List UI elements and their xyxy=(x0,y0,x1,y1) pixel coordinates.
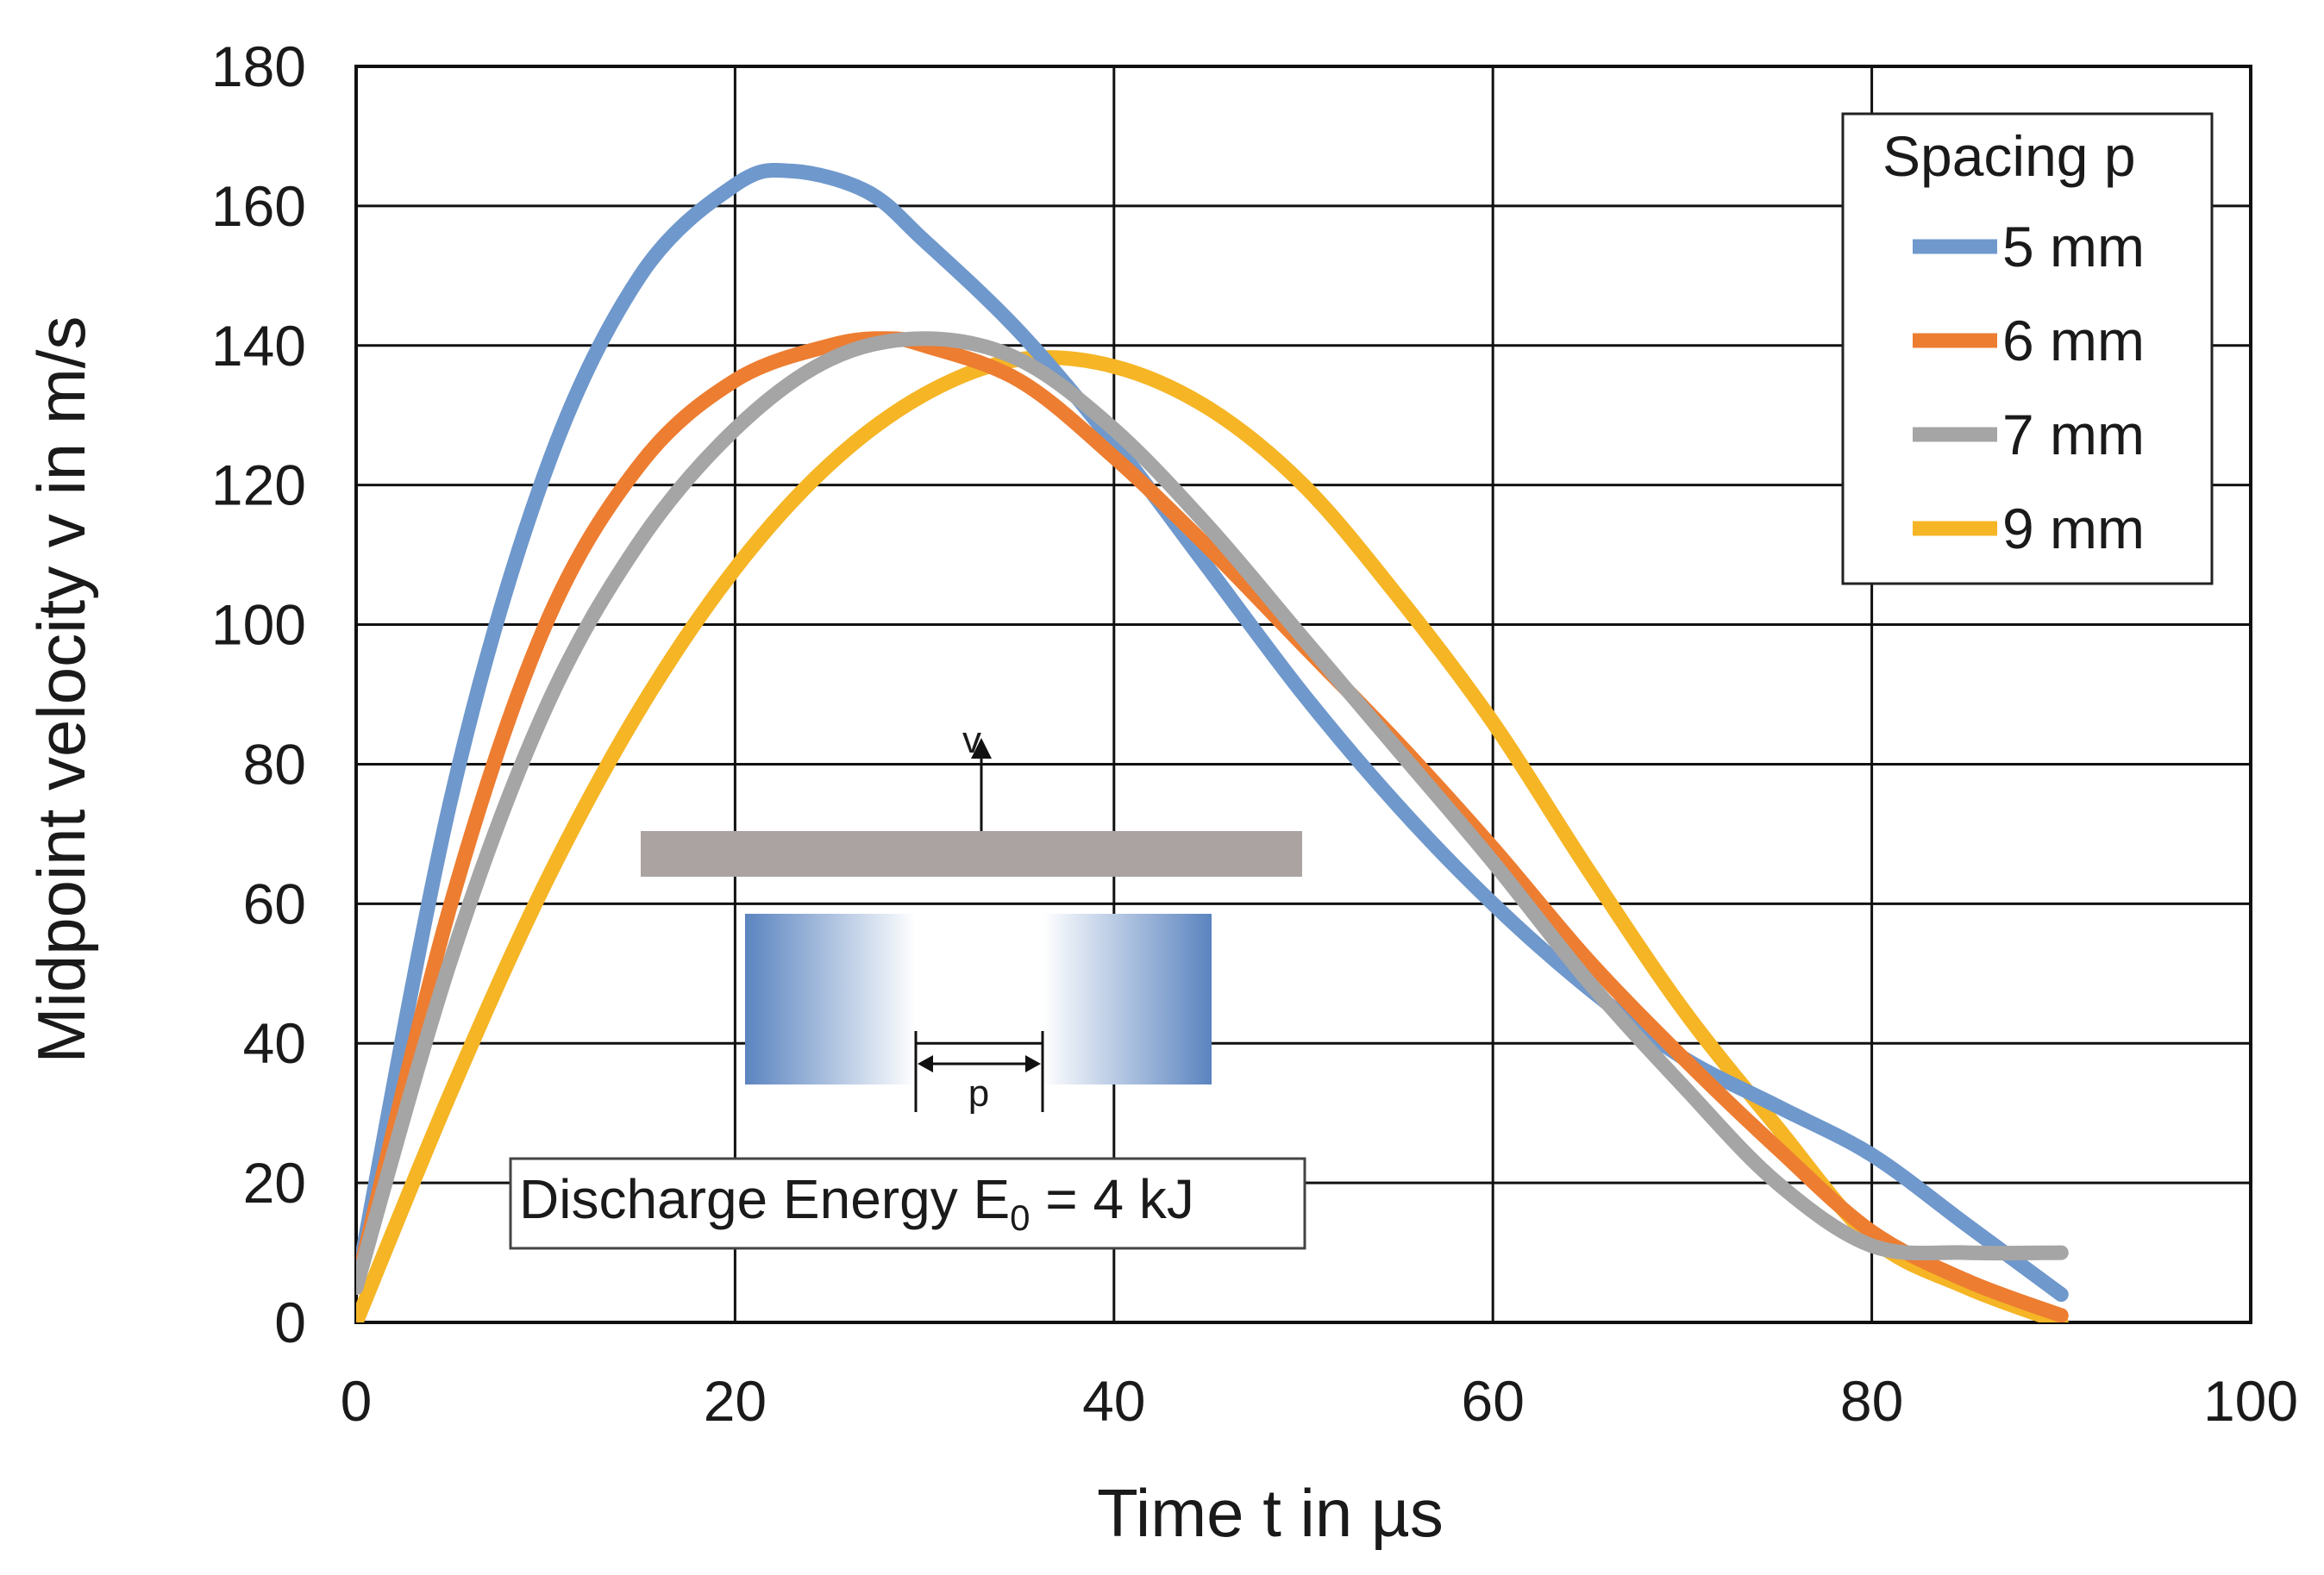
grid xyxy=(354,65,2252,1324)
y-tick-label: 0 xyxy=(274,1291,306,1354)
legend-label: 9 mm xyxy=(2002,497,2145,560)
y-axis-title: Midpoint velocity v in m/s xyxy=(23,316,99,1064)
series-line-6mm xyxy=(356,331,2069,1322)
y-tick-label: 120 xyxy=(211,453,306,517)
inset-velocity-label: v xyxy=(962,719,981,761)
inset-plate xyxy=(641,831,1302,877)
x-axis-title: Time t in µs xyxy=(1097,1475,1444,1551)
x-tick-label: 20 xyxy=(704,1369,767,1433)
inset-spacing-label: p xyxy=(968,1072,989,1115)
legend-title: Spacing p xyxy=(1882,124,2136,188)
y-tick-label: 160 xyxy=(211,174,306,238)
y-tick-label: 100 xyxy=(211,593,306,657)
series-line-9mm xyxy=(356,350,2069,1322)
energy-annotation: Discharge Energy E0 = 4 kJ xyxy=(509,1157,1306,1250)
x-tick-label: 0 xyxy=(341,1369,373,1433)
x-tick-labels: 0 20 40 60 80 100 xyxy=(341,1369,2298,1433)
legend-box xyxy=(1841,112,2214,585)
series-group xyxy=(356,163,2069,1322)
y-tick-label: 80 xyxy=(243,732,306,796)
inset-diagram: v p xyxy=(641,719,1302,1115)
y-tick-label: 140 xyxy=(211,314,306,378)
legend-label: 6 mm xyxy=(2002,309,2145,372)
annotation-text: Discharge Energy E0 = 4 kJ xyxy=(519,1168,1194,1238)
series-line-5mm xyxy=(356,163,2069,1303)
inset-coil-left xyxy=(745,914,916,1084)
series-line-7mm xyxy=(356,331,2069,1295)
inset-coil-right xyxy=(1043,914,1212,1084)
x-tick-label: 40 xyxy=(1082,1369,1145,1433)
y-tick-label: 40 xyxy=(243,1011,306,1075)
x-tick-label: 60 xyxy=(1461,1369,1524,1433)
y-tick-label: 60 xyxy=(243,872,306,935)
y-tick-label: 20 xyxy=(243,1151,306,1215)
legend-label: 7 mm xyxy=(2002,403,2145,466)
annotation-box xyxy=(509,1157,1306,1250)
x-tick-label: 80 xyxy=(1840,1369,1903,1433)
y-tick-labels: 0 20 40 60 80 100 120 140 160 180 xyxy=(211,34,306,1354)
legend: Spacing p 5 mm 6 mm 7 mm 9 mm xyxy=(1841,112,2214,585)
plot-frame xyxy=(354,65,2252,1324)
y-tick-label: 180 xyxy=(211,34,306,98)
x-tick-label: 100 xyxy=(2203,1369,2298,1433)
legend-label: 5 mm xyxy=(2002,215,2145,278)
